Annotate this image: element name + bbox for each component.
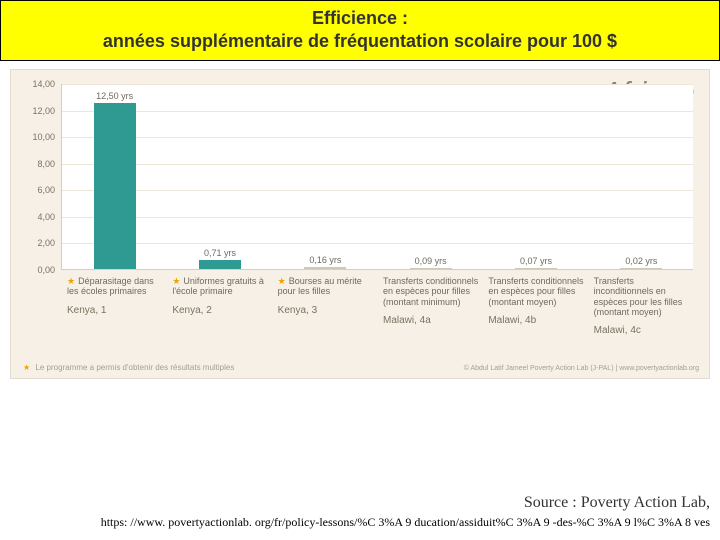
grid-line: [62, 84, 693, 85]
grid-line: [62, 243, 693, 244]
bar-value-label: 0,09 yrs: [415, 256, 447, 266]
chart-container: Afrique 12,50 yrs0,71 yrs0,16 yrs0,09 yr…: [10, 69, 710, 379]
bar: 0,09 yrs: [410, 268, 452, 269]
x-category: Transferts conditionnels en espèces pour…: [383, 276, 478, 326]
y-tick-label: 10,00: [21, 132, 55, 142]
title-line-1: Efficience :: [11, 7, 709, 30]
intervention-text: Uniformes gratuits à l'école primaire: [172, 276, 264, 296]
star-icon: ★: [67, 276, 75, 286]
slide-root: Efficience : années supplémentaire de fr…: [0, 0, 720, 540]
y-tick-label: 2,00: [21, 238, 55, 248]
grid-line: [62, 217, 693, 218]
title-band: Efficience : années supplémentaire de fr…: [0, 0, 720, 61]
grid-line: [62, 164, 693, 165]
x-category: ★Bourses au mérite pour les filles Kenya,…: [278, 276, 373, 316]
y-tick-label: 14,00: [21, 79, 55, 89]
chart-footnote: ★ Le programme a permis d'obtenir des ré…: [23, 363, 234, 372]
bar: 12,50 yrs: [94, 103, 136, 269]
grid-line: [62, 111, 693, 112]
country-label: Kenya, 1: [67, 305, 162, 316]
bar-value-label: 0,02 yrs: [625, 256, 657, 266]
footnote-text: Le programme a permis d'obtenir des résu…: [35, 363, 234, 372]
bar-value-label: 0,16 yrs: [309, 255, 341, 265]
grid-line: [62, 137, 693, 138]
bar: 0,71 yrs: [199, 260, 241, 269]
title-line-2: années supplémentaire de fréquentation s…: [11, 30, 709, 53]
country-label: Kenya, 2: [172, 305, 267, 316]
y-tick-label: 4,00: [21, 212, 55, 222]
intervention-text: Déparasitage dans les écoles primaires: [67, 276, 154, 296]
x-category: Transferts conditionnels en espèces pour…: [488, 276, 583, 326]
star-icon: ★: [23, 363, 30, 372]
bar: 0,02 yrs: [620, 268, 662, 269]
x-category: ★Uniformes gratuits à l'école primaire Ke…: [172, 276, 267, 316]
star-icon: ★: [172, 276, 180, 286]
intervention-label: ★Bourses au mérite pour les filles: [278, 276, 373, 297]
chart-credit: © Abdul Latif Jameel Poverty Action Lab …: [464, 365, 699, 372]
bar-value-label: 12,50 yrs: [96, 91, 133, 101]
intervention-label: Transferts conditionnels en espèces pour…: [488, 276, 583, 307]
intervention-text: Bourses au mérite pour les filles: [278, 276, 362, 296]
intervention-label: ★Uniformes gratuits à l'école primaire: [172, 276, 267, 297]
country-label: Malawi, 4c: [594, 325, 689, 336]
intervention-text: Transferts conditionnels en espèces pour…: [488, 276, 583, 307]
country-label: Malawi, 4a: [383, 315, 478, 326]
bar-value-label: 0,71 yrs: [204, 248, 236, 258]
country-label: Kenya, 3: [278, 305, 373, 316]
bar-value-label: 0,07 yrs: [520, 256, 552, 266]
x-category: ★Déparasitage dans les écoles primaires K…: [67, 276, 162, 316]
grid-line: [62, 190, 693, 191]
bar: 0,07 yrs: [515, 268, 557, 269]
intervention-label: Transferts conditionnels en espèces pour…: [383, 276, 478, 307]
intervention-text: Transferts inconditionnels en espèces po…: [594, 276, 683, 317]
source-line: Source : Poverty Action Lab,: [0, 494, 720, 512]
bar: 0,16 yrs: [304, 267, 346, 269]
source-url: https: //www. povertyactionlab. org/fr/p…: [0, 515, 720, 530]
y-tick-label: 6,00: [21, 185, 55, 195]
star-icon: ★: [278, 276, 286, 286]
x-category: Transferts inconditionnels en espèces po…: [594, 276, 689, 336]
y-tick-label: 12,00: [21, 106, 55, 116]
y-tick-label: 0,00: [21, 265, 55, 275]
y-tick-label: 8,00: [21, 159, 55, 169]
country-label: Malawi, 4b: [488, 315, 583, 326]
plot-area: 12,50 yrs 0,71 yrs 0,16 yrs 0,09 yrs 0,07 yr…: [61, 84, 693, 270]
intervention-label: Transferts inconditionnels en espèces po…: [594, 276, 689, 317]
intervention-label: ★Déparasitage dans les écoles primaires: [67, 276, 162, 297]
intervention-text: Transferts conditionnels en espèces pour…: [383, 276, 478, 307]
